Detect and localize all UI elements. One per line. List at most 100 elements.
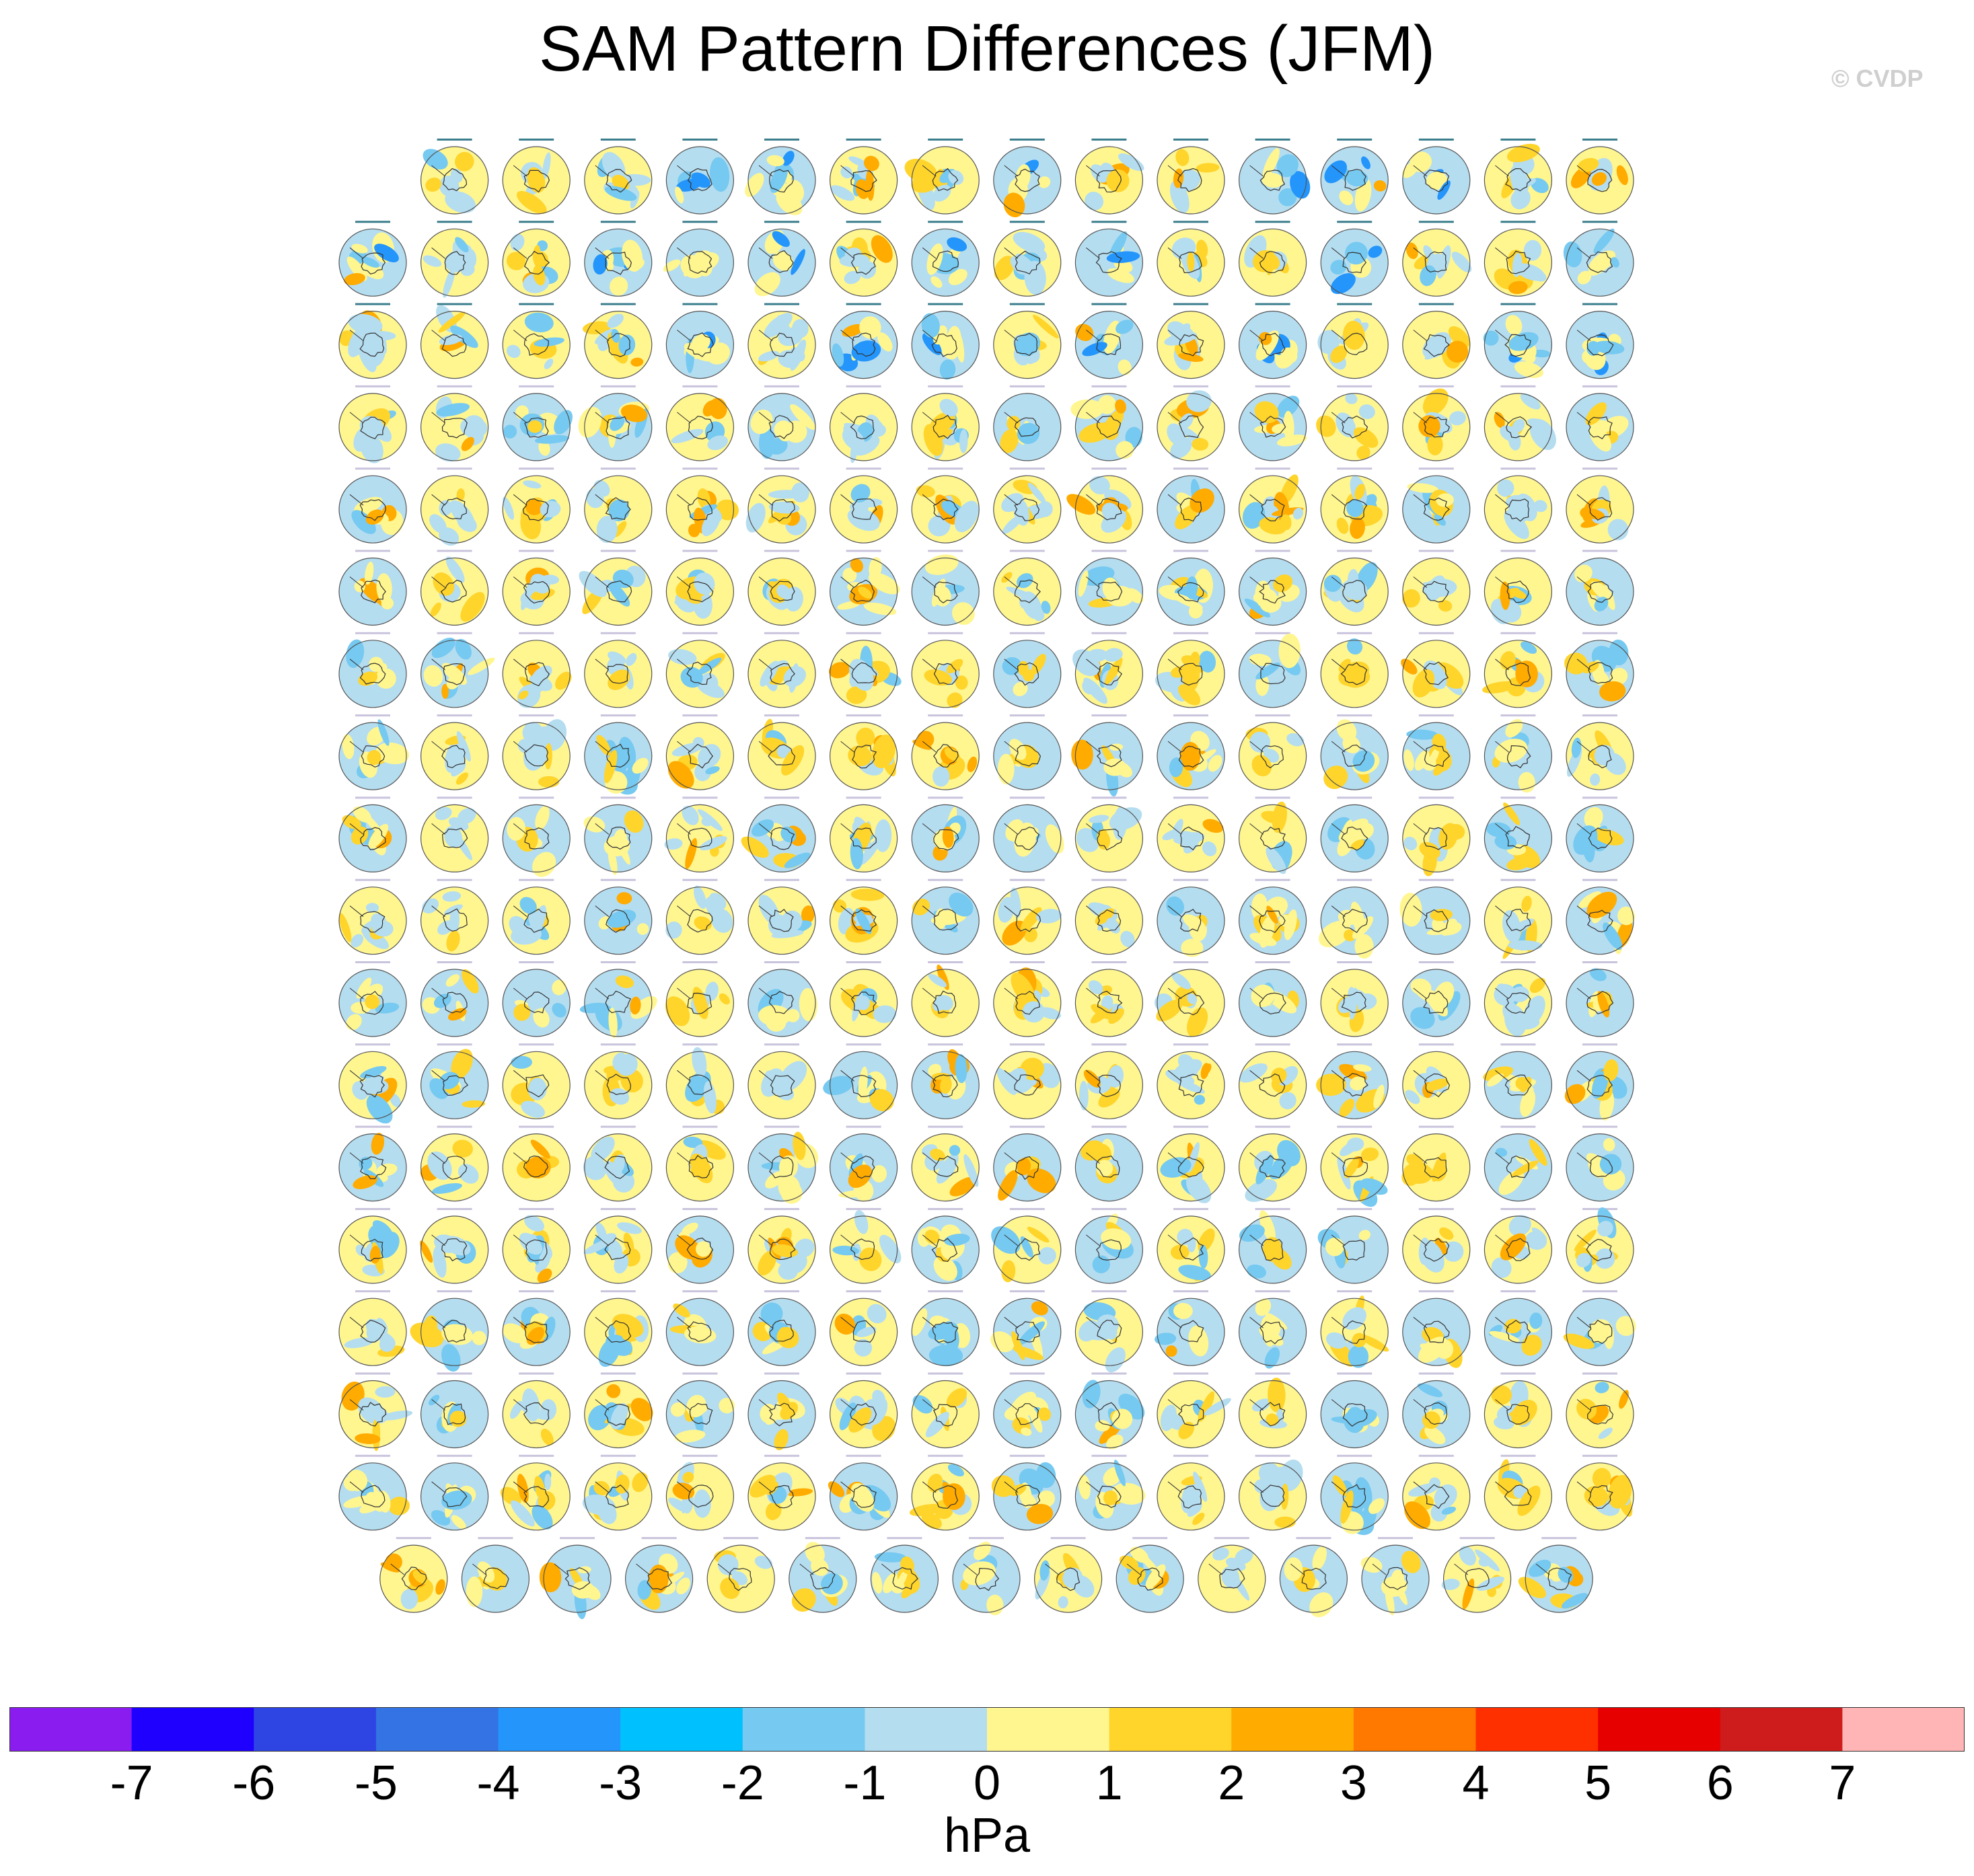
anomaly-region [1171, 593, 1203, 609]
panel-caption [1091, 221, 1127, 223]
panel-caption [519, 1125, 554, 1128]
peninsula-coastline [677, 1070, 691, 1082]
map-panel [829, 221, 898, 297]
anomaly-region [1245, 1179, 1278, 1202]
anomaly-region [693, 1489, 711, 1518]
antarctica-coastline [361, 1485, 386, 1507]
anomaly-region [1160, 1157, 1192, 1178]
anomaly-region [1373, 1084, 1385, 1109]
anomaly-region [523, 480, 542, 489]
antarctica-coastline [360, 827, 386, 851]
map-panel [410, 1290, 489, 1372]
map-panel [829, 878, 898, 955]
anomaly-region [1424, 344, 1451, 360]
anomaly-region [1015, 164, 1031, 190]
map-panel [502, 1372, 571, 1449]
anomaly-region [1584, 806, 1603, 829]
map-panel [584, 878, 653, 955]
anomaly-region [1561, 1593, 1588, 1609]
anomaly-region [555, 671, 572, 690]
map-panel [502, 1207, 571, 1284]
panel-border [1566, 640, 1634, 708]
panel-border [420, 1051, 489, 1119]
anomaly-region [949, 1145, 961, 1156]
map-panel [1238, 632, 1307, 708]
anomaly-region [594, 328, 615, 344]
anomaly-region [855, 179, 870, 199]
anomaly-region [533, 265, 546, 286]
panel-border [1402, 1462, 1471, 1531]
anomaly-region [1095, 908, 1115, 925]
colorbar-tick-label: 7 [1829, 1756, 1856, 1810]
panel-border [1566, 228, 1634, 297]
antarctica-coastline [1506, 1404, 1530, 1425]
anomaly-region [374, 243, 399, 262]
panel-border [584, 557, 653, 626]
peninsula-coastline [595, 823, 610, 835]
anomaly-region [595, 1222, 607, 1240]
panel-caption [1418, 221, 1454, 223]
anomaly-region [1508, 940, 1543, 951]
map-panel [993, 632, 1062, 708]
panel-caption [1255, 467, 1290, 470]
panel-caption [1500, 1290, 1536, 1293]
colorbar-swatch [1231, 1707, 1354, 1752]
panel-caption [682, 714, 718, 717]
antarctica-coastline [852, 745, 877, 769]
map-panel [665, 1207, 735, 1284]
anomaly-region [1417, 1383, 1443, 1398]
panel-caption [1091, 385, 1127, 387]
anomaly-region [1593, 422, 1607, 434]
panel-border [420, 969, 489, 1037]
anomaly-region [610, 1088, 630, 1105]
anomaly-region [1279, 1092, 1296, 1110]
antarctica-coastline [605, 1484, 629, 1508]
anomaly-region [682, 1472, 694, 1483]
anomaly-region [720, 1577, 740, 1600]
anomaly-region [1564, 1084, 1586, 1104]
anomaly-region [438, 311, 466, 333]
map-panel [1402, 796, 1471, 876]
panel-border [1157, 969, 1225, 1037]
anomaly-region [353, 496, 383, 515]
peninsula-coastline [1004, 1234, 1019, 1246]
anomaly-region [455, 772, 468, 785]
peninsula-coastline [1249, 412, 1264, 424]
anomaly-region [1342, 578, 1368, 601]
anomaly-region [1359, 1334, 1389, 1352]
anomaly-region [608, 1240, 623, 1262]
panel-caption [600, 1372, 636, 1375]
panel-caption [846, 139, 881, 141]
anomaly-region [1401, 659, 1418, 675]
panel-border [1484, 1051, 1552, 1119]
antarctica-coastline [523, 1486, 549, 1507]
panel-border [1484, 887, 1552, 955]
anomaly-region [675, 1235, 700, 1260]
panel-border [993, 228, 1062, 297]
anomaly-region [431, 638, 455, 659]
antarctica-coastline [1342, 1403, 1368, 1427]
map-panel [1238, 1290, 1307, 1369]
peninsula-coastline [513, 741, 527, 753]
anomaly-region [858, 1247, 882, 1271]
antarctica-coastline [1504, 334, 1531, 357]
antarctica-coastline [1344, 169, 1366, 191]
anomaly-region [1105, 657, 1123, 685]
panel-caption [519, 139, 554, 141]
panel-border [584, 1298, 653, 1366]
antarctica-coastline [523, 333, 549, 356]
panel-border [665, 640, 735, 708]
panel-border [461, 1544, 530, 1613]
anomaly-region [1325, 1237, 1344, 1256]
anomaly-region [1491, 1385, 1512, 1405]
anomaly-region [466, 1576, 483, 1608]
map-panel [747, 550, 816, 626]
map-panel [745, 467, 816, 543]
colorbar-swatch [1598, 1707, 1721, 1752]
anomaly-region [1502, 910, 1521, 943]
peninsula-coastline [1004, 1070, 1019, 1082]
antarctica-coastline [1259, 170, 1286, 191]
anomaly-region [850, 889, 885, 901]
panel-border [502, 804, 571, 873]
anomaly-region [1412, 669, 1435, 698]
